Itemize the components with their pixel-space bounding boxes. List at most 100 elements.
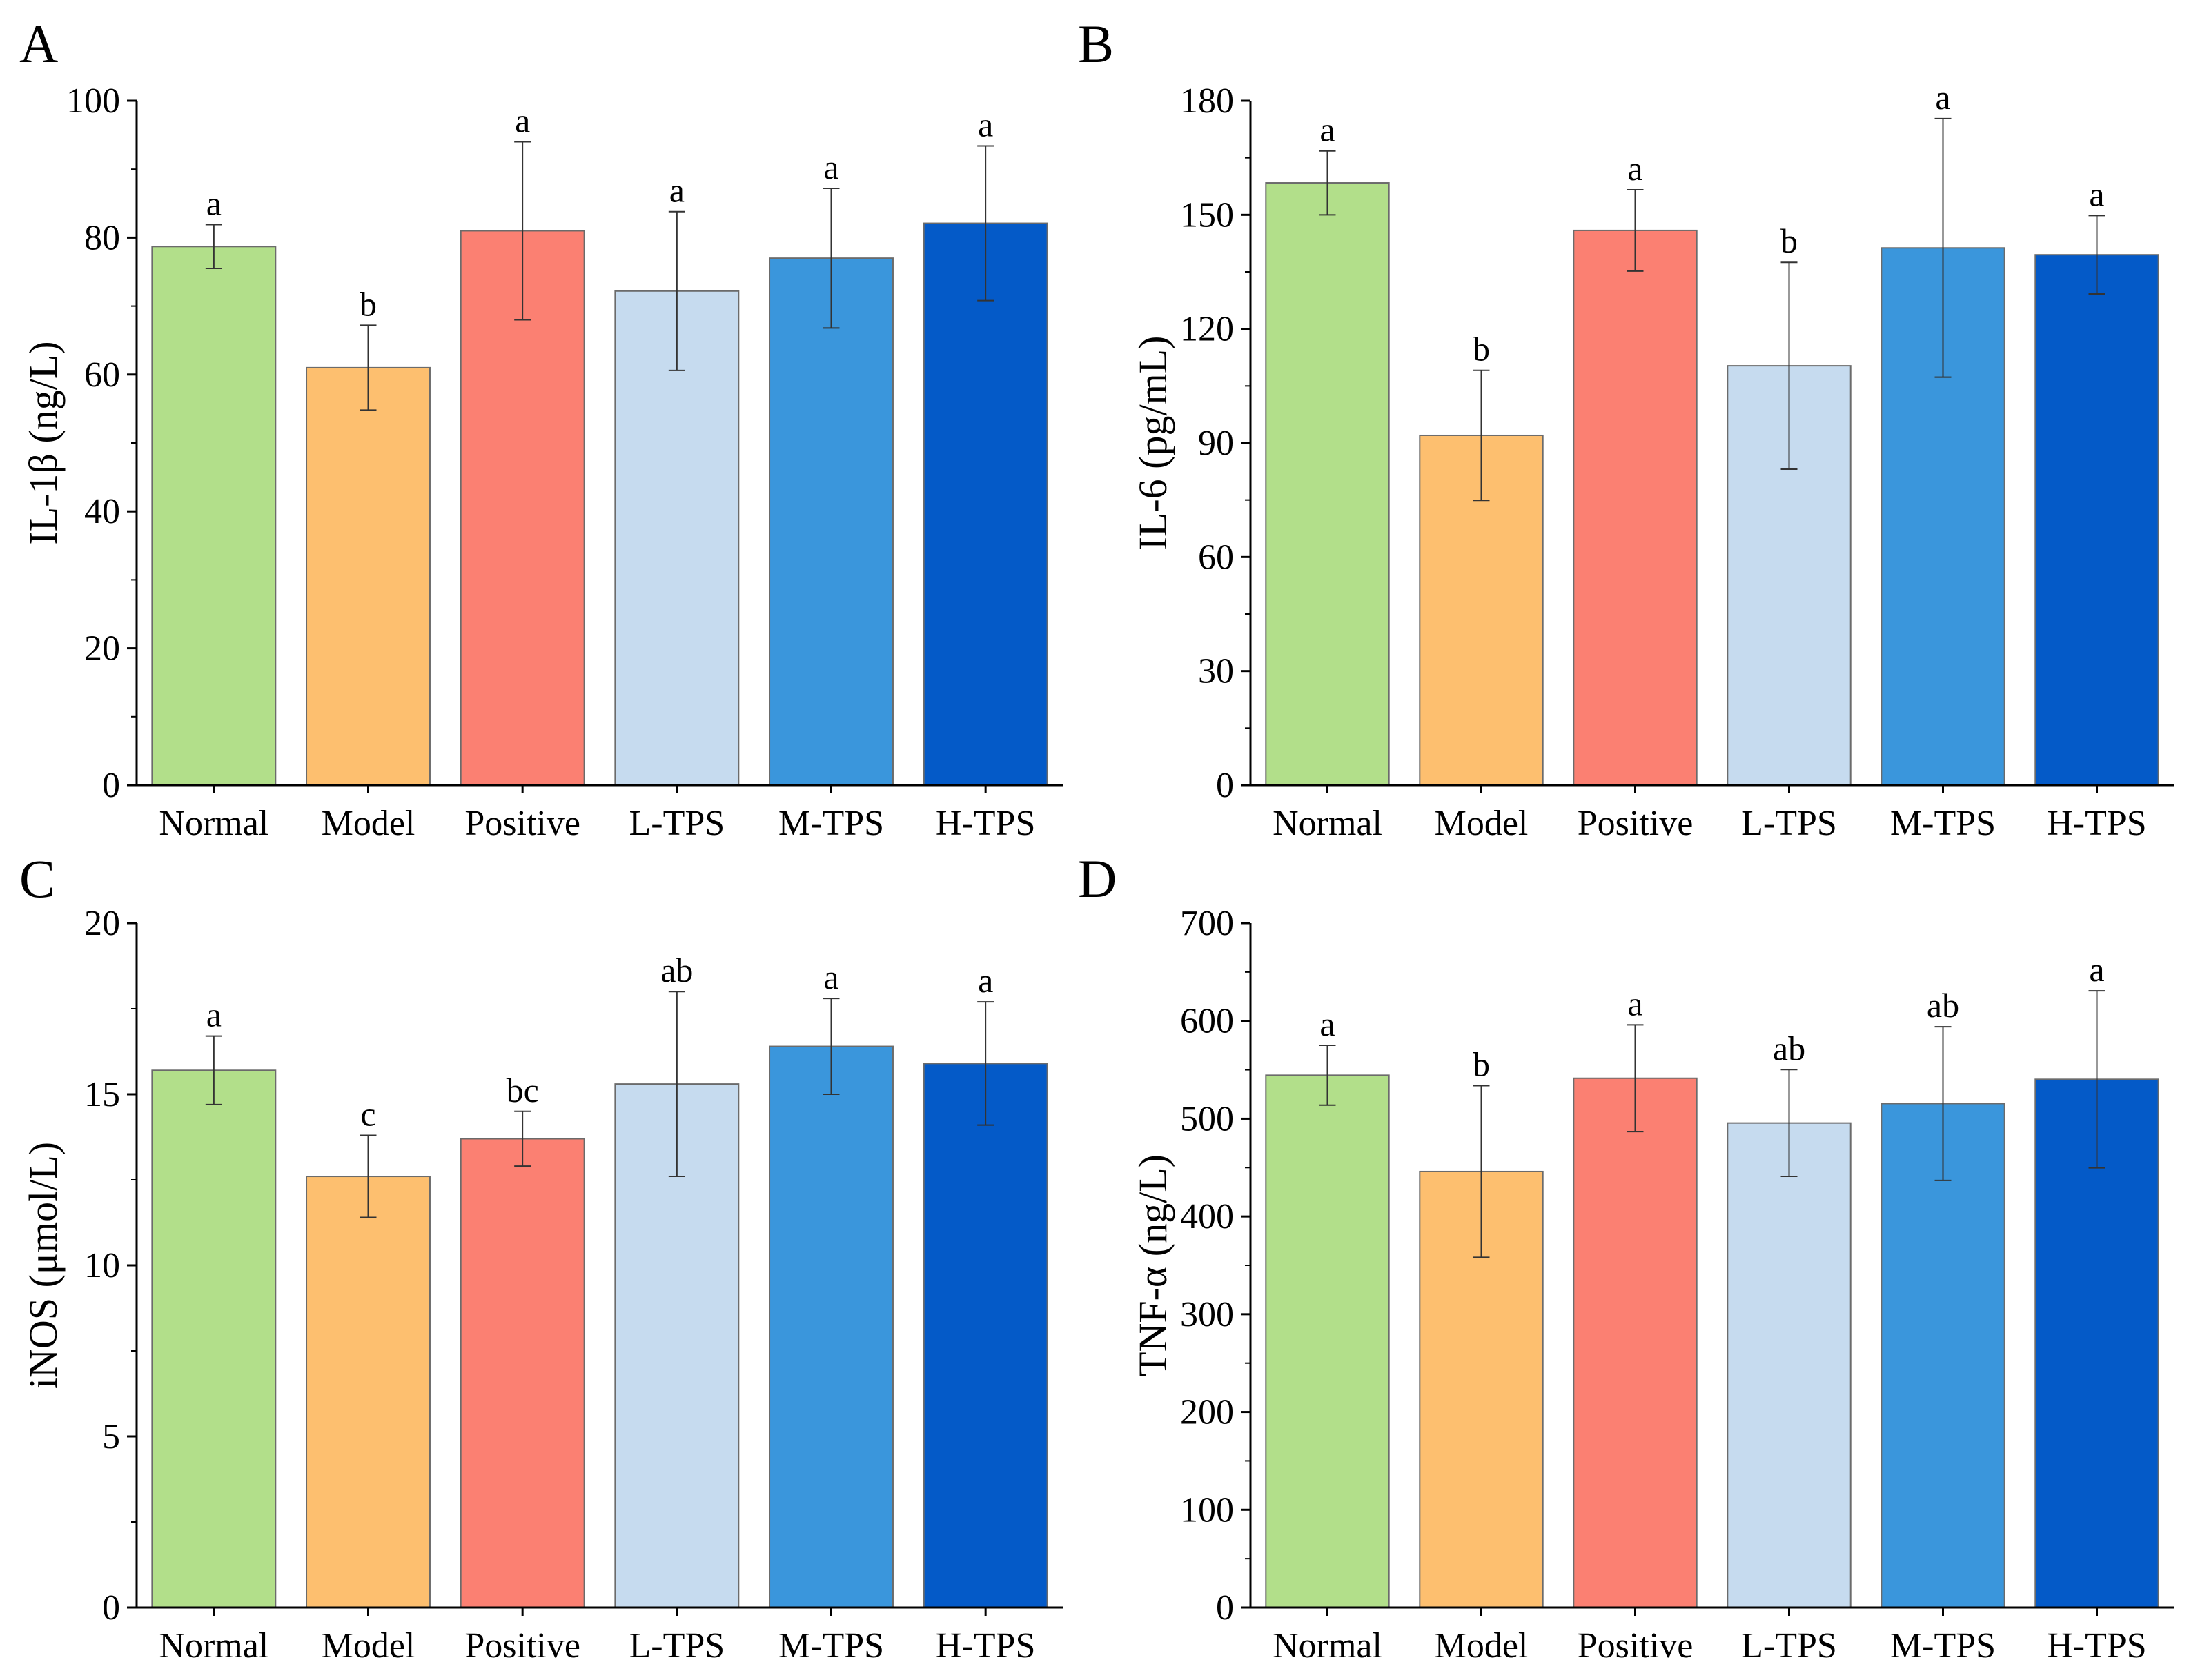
y-tick-label: 700 <box>1180 904 1234 943</box>
significance-label: b <box>360 284 377 323</box>
significance-label: a <box>2089 175 2104 213</box>
significance-label: b <box>1780 221 1798 260</box>
y-tick-label: 60 <box>1198 537 1234 577</box>
y-tick-label: 0 <box>1216 766 1234 805</box>
significance-label: a <box>1935 78 1950 117</box>
significance-label: bc <box>507 1071 539 1109</box>
y-tick-label: 30 <box>1198 652 1234 691</box>
category-label: Model <box>322 1626 415 1666</box>
category-label: H-TPS <box>936 1626 1035 1666</box>
category-label: Positive <box>1578 1626 1694 1666</box>
category-label: H-TPS <box>936 804 1035 843</box>
significance-label: b <box>1473 330 1490 368</box>
category-label: L-TPS <box>1741 804 1837 843</box>
category-label: Positive <box>464 804 580 843</box>
y-tick-label: 10 <box>84 1246 120 1285</box>
panel-a: Aa Normal b Model a Positive a L-TPS a M-TPS a H-TP… <box>19 14 1063 843</box>
bar <box>1265 1074 1390 1608</box>
bar <box>1881 1103 2005 1609</box>
panel-c: Ca Normal c Model bc Positive ab L-TPS a M-TPS a H-… <box>19 849 1063 1666</box>
significance-label: a <box>669 171 685 210</box>
y-axis-title: IL-1β (ng/L) <box>21 341 66 544</box>
category-label: M-TPS <box>778 1626 884 1666</box>
category-label: H-TPS <box>2047 1626 2146 1666</box>
category-label: Normal <box>159 804 268 843</box>
y-tick-label: 600 <box>1180 1002 1234 1041</box>
bar <box>306 1176 431 1609</box>
category-label: H-TPS <box>2047 804 2146 843</box>
category-label: Model <box>1435 1626 1529 1666</box>
panel-d: Da Normal b Model a Positive ab L-TPS ab M-TPS a H-… <box>1078 849 2174 1666</box>
significance-label: a <box>1627 984 1642 1022</box>
panel-letter: A <box>19 14 58 74</box>
category-label: Model <box>322 804 415 843</box>
category-label: Positive <box>1578 804 1694 843</box>
y-tick-label: 20 <box>84 904 120 943</box>
category-label: Positive <box>464 1626 580 1666</box>
y-tick-label: 400 <box>1180 1197 1234 1236</box>
y-tick-label: 60 <box>84 355 120 395</box>
bar <box>151 246 277 786</box>
y-tick-label: 120 <box>1180 310 1234 349</box>
y-tick-label: 0 <box>1216 1588 1234 1628</box>
y-tick-label: 40 <box>84 492 120 531</box>
y-tick-label: 90 <box>1198 424 1234 463</box>
significance-label: c <box>360 1095 375 1134</box>
significance-label: a <box>206 996 222 1034</box>
bar <box>923 1063 1048 1608</box>
significance-label: a <box>1319 1005 1335 1043</box>
bar <box>1573 229 1698 786</box>
category-label: L-TPS <box>1741 1626 1837 1666</box>
panel-letter: D <box>1078 849 1117 909</box>
bar <box>769 1045 894 1609</box>
y-axis-title: iNOS (μmol/L) <box>21 1142 66 1389</box>
bar <box>1727 1122 1852 1608</box>
significance-label: ab <box>1773 1029 1805 1067</box>
y-axis-title: IL-6 (pg/mL) <box>1130 336 1175 551</box>
category-label: Normal <box>159 1626 268 1666</box>
significance-label: ab <box>660 951 693 989</box>
y-tick-label: 200 <box>1180 1393 1234 1432</box>
panel-b: Ba Normal b Model a Positive b L-TPS a M-TPS a H-TP… <box>1078 14 2174 843</box>
category-label: M-TPS <box>1890 804 1996 843</box>
significance-label: a <box>1627 149 1642 188</box>
significance-label: a <box>823 958 838 996</box>
category-label: M-TPS <box>778 804 884 843</box>
bar <box>151 1069 277 1608</box>
category-label: M-TPS <box>1890 1626 1996 1666</box>
bar <box>923 222 1048 786</box>
category-label: Normal <box>1273 1626 1382 1666</box>
significance-label: a <box>823 148 838 186</box>
y-tick-label: 300 <box>1180 1295 1234 1334</box>
y-tick-label: 100 <box>1180 1490 1234 1530</box>
category-label: L-TPS <box>629 804 725 843</box>
y-tick-label: 0 <box>102 1588 120 1628</box>
y-axis-title: TNF-α (ng/L) <box>1130 1154 1175 1376</box>
bar <box>2034 254 2159 786</box>
y-tick-label: 80 <box>84 218 120 257</box>
significance-label: a <box>2089 950 2104 989</box>
y-tick-label: 500 <box>1180 1099 1234 1138</box>
panel-letter: B <box>1078 14 1114 74</box>
bar <box>460 1138 585 1608</box>
y-tick-label: 5 <box>102 1417 120 1456</box>
significance-label: a <box>1319 110 1335 149</box>
panel-letter: C <box>19 849 55 909</box>
y-tick-label: 0 <box>102 766 120 805</box>
significance-label: a <box>206 184 222 223</box>
y-tick-label: 15 <box>84 1075 120 1114</box>
bar <box>306 366 431 786</box>
y-tick-label: 150 <box>1180 195 1234 235</box>
significance-label: a <box>978 961 993 1000</box>
category-label: Normal <box>1273 804 1382 843</box>
bar <box>769 257 894 787</box>
y-tick-label: 100 <box>66 81 120 121</box>
y-tick-label: 180 <box>1180 81 1234 121</box>
category-label: Model <box>1435 804 1529 843</box>
bar <box>1265 182 1390 787</box>
bar <box>1573 1077 1698 1609</box>
significance-label: b <box>1473 1045 1490 1084</box>
significance-label: a <box>515 101 530 140</box>
category-label: L-TPS <box>629 1626 725 1666</box>
